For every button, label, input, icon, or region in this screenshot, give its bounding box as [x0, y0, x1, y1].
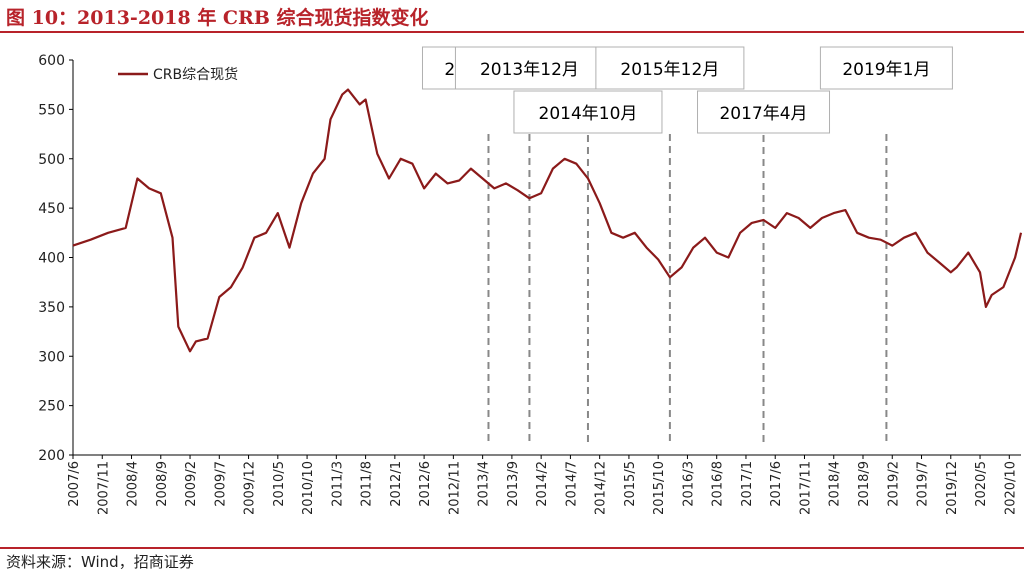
legend: CRB综合现货 [118, 66, 238, 83]
annotation-box-frame [595, 46, 745, 90]
x-tick-label: 2012/6 [418, 461, 433, 507]
x-tick-label: 2016/8 [711, 461, 726, 507]
x-tick-label: 2013/4 [477, 461, 492, 507]
annotation-box: 2019年1月 [819, 46, 953, 90]
x-tick-label: 2017/11 [798, 461, 813, 515]
x-tick-label: 2009/12 [243, 461, 258, 515]
x-tick-label: 2020/10 [1003, 461, 1018, 515]
y-tick-label: 600 [38, 53, 65, 69]
annotation-label: 2015年12月 [620, 60, 719, 80]
x-tick-label: 2014/12 [594, 461, 609, 515]
x-tick-label: 2009/7 [213, 461, 228, 507]
x-tick-label: 2010/10 [301, 461, 316, 515]
x-tick-label: 2008/4 [126, 461, 141, 507]
annotation-label: 2014年10月 [539, 104, 638, 124]
x-tick-label: 2014/7 [564, 461, 579, 507]
x-tick-label: 2020/5 [974, 461, 989, 507]
x-tick-label: 2012/11 [447, 461, 462, 515]
x-tick-label: 2015/5 [623, 461, 638, 507]
x-tick-label: 2008/9 [155, 461, 170, 507]
title-divider [0, 31, 1024, 33]
annotation-box: 2017年4月 [697, 90, 831, 134]
annotation-box: 2013年12月 [454, 46, 604, 90]
x-tick-label: 2017/1 [740, 461, 755, 507]
plot-area [72, 88, 1023, 353]
annotation-box-frame [454, 46, 604, 90]
x-tick-label: 2015/10 [652, 461, 667, 515]
y-tick-label: 250 [38, 399, 65, 415]
annotation-box-frame [697, 90, 831, 134]
x-tick-label: 2016/3 [681, 461, 696, 507]
y-tick-label: 300 [38, 349, 65, 365]
event-markers [487, 134, 888, 442]
y-tick-label: 400 [38, 251, 65, 267]
x-tick-label: 2017/6 [769, 461, 784, 507]
annotation-label: 2013年12月 [480, 60, 579, 80]
x-tick-label: 2014/2 [535, 461, 550, 507]
series-line [72, 88, 1023, 353]
x-tick-label: 2010/5 [272, 461, 287, 507]
chart-title: 图 10：2013-2018 年 CRB 综合现货指数变化 [6, 7, 429, 29]
x-tick-label: 2011/8 [360, 461, 375, 507]
x-tick-label: 2018/4 [828, 461, 843, 507]
y-tick-label: 200 [38, 448, 65, 464]
x-tick-label: 2007/11 [96, 461, 111, 515]
annotation-box-frame [513, 90, 663, 134]
annotation-box-frame [819, 46, 953, 90]
y-axis: 200 250 300 350 400 450 500 550 600 [38, 53, 74, 464]
y-tick-label: 350 [38, 300, 65, 316]
footer-divider [0, 547, 1024, 549]
legend-label: CRB综合现货 [153, 66, 238, 83]
y-tick-label: 500 [38, 152, 65, 168]
source-note: 资料来源：Wind，招商证券 [6, 553, 194, 571]
annotation-box: 2015年12月 [595, 46, 745, 90]
x-tick-label: 2018/9 [857, 461, 872, 507]
annotation-label: 2017年4月 [719, 104, 807, 124]
x-tick-label: 2019/2 [886, 461, 901, 507]
x-tick-label: 2012/1 [389, 461, 404, 507]
x-tick-label: 2011/3 [330, 461, 345, 507]
crb-line-chart: 200 250 300 350 400 450 500 550 600 2007/6 2007/1… [38, 46, 1023, 515]
x-tick-label: 2019/7 [916, 461, 931, 507]
x-tick-label: 2013/9 [506, 461, 521, 507]
x-tick-label: 2007/6 [67, 461, 82, 507]
annotation-box: 2014年10月 [513, 90, 663, 134]
annotation-label: 2019年1月 [842, 60, 930, 80]
x-axis: 2007/6 2007/11 2008/4 2008/9 2009/2 2009/7 200… [67, 454, 1021, 515]
y-tick-label: 450 [38, 201, 65, 217]
x-tick-label: 2009/2 [184, 461, 199, 507]
x-tick-label: 2019/12 [945, 461, 960, 515]
annotation-boxes: 2013年5月2013年12月2014年10月2015年12月2017年4月20… [421, 46, 953, 134]
y-tick-label: 550 [38, 102, 65, 118]
